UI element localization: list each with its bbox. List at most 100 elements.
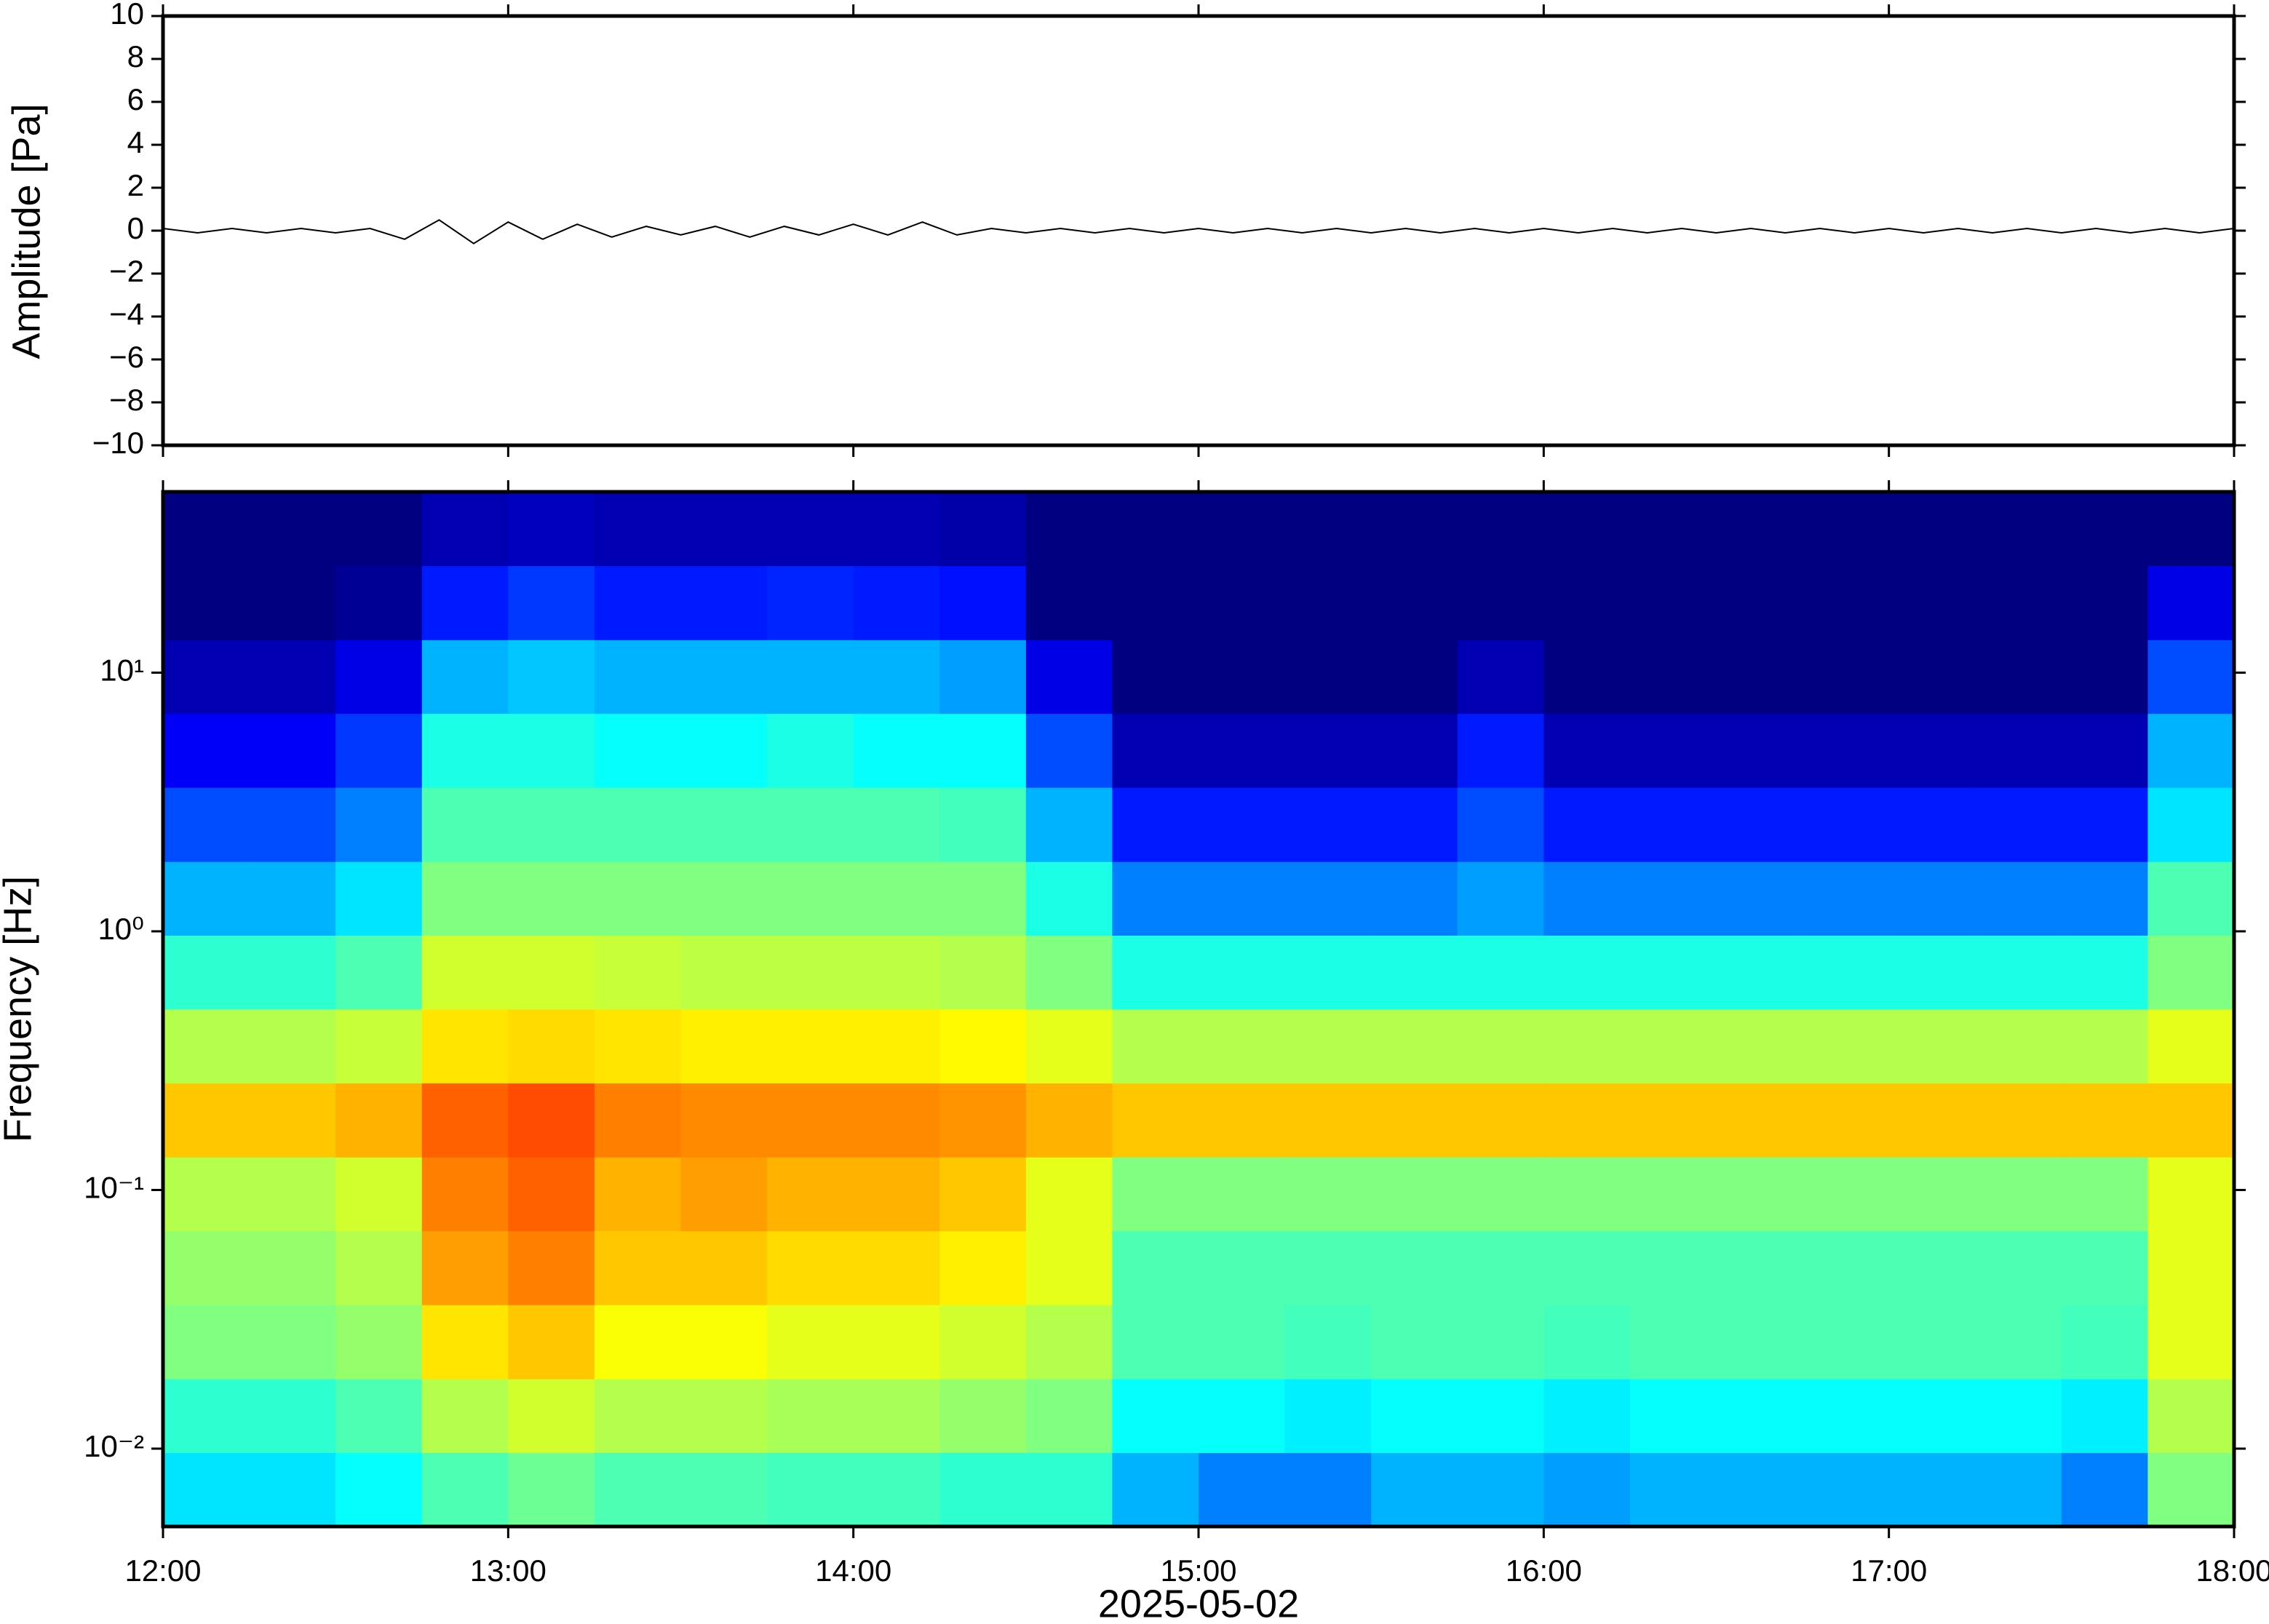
- x-tick-label: 17:00: [1851, 1553, 1927, 1588]
- cell: [1457, 1157, 1544, 1232]
- cell: [853, 787, 940, 862]
- cell: [1284, 565, 1372, 640]
- cell: [249, 1157, 336, 1232]
- plot-frame: [161, 14, 2236, 447]
- cell: [680, 861, 768, 936]
- cell: [767, 1379, 854, 1453]
- cell: [1025, 565, 1113, 640]
- cell: [1716, 1305, 1803, 1380]
- cell: [767, 492, 854, 567]
- cell: [2147, 1379, 2235, 1453]
- y-tick-label: 6: [127, 82, 144, 116]
- cell: [1716, 935, 1803, 1010]
- cell: [508, 1230, 595, 1305]
- cell: [1199, 1083, 1286, 1158]
- y-axis-label: Frequency [Hz]: [0, 876, 39, 1142]
- cell: [853, 1452, 940, 1527]
- cell: [767, 713, 854, 788]
- cell: [249, 935, 336, 1010]
- y-tick-label: 8: [127, 39, 144, 73]
- cell: [335, 565, 423, 640]
- cell: [939, 1379, 1027, 1453]
- cell: [1629, 861, 1717, 936]
- cell: [1543, 1009, 1631, 1084]
- cell: [1457, 1305, 1544, 1380]
- x-tick-label: 18:00: [2196, 1553, 2269, 1588]
- cell: [1199, 713, 1286, 788]
- cell: [1888, 1452, 1976, 1527]
- cell: [1457, 1452, 1544, 1527]
- cell: [335, 1009, 423, 1084]
- cell: [1888, 492, 1976, 567]
- cell: [2061, 492, 2148, 567]
- cell: [1803, 1083, 1890, 1158]
- cell: [421, 861, 509, 936]
- y-tick-label: 10¹: [100, 653, 144, 688]
- cell: [594, 565, 681, 640]
- cell: [1199, 1230, 1286, 1305]
- cell: [2061, 640, 2148, 715]
- y-tick-label: −6: [109, 340, 144, 374]
- cell: [421, 1452, 509, 1527]
- cell: [1803, 565, 1890, 640]
- cell: [1025, 1452, 1113, 1527]
- cell: [1803, 492, 1890, 567]
- cell: [1112, 1230, 1199, 1305]
- cell: [1112, 1379, 1199, 1453]
- cell: [1284, 1452, 1372, 1527]
- cell: [1457, 935, 1544, 1010]
- cell: [1975, 1305, 2062, 1380]
- cell: [1716, 492, 1803, 567]
- cell: [2061, 1230, 2148, 1305]
- cell: [1199, 787, 1286, 862]
- cell: [680, 1452, 768, 1527]
- cell: [680, 713, 768, 788]
- cell: [767, 1305, 854, 1380]
- cell: [1716, 1009, 1803, 1084]
- cell: [2061, 787, 2148, 862]
- cell: [1457, 492, 1544, 567]
- cell: [163, 1305, 250, 1380]
- cell: [939, 565, 1027, 640]
- cell: [2061, 935, 2148, 1010]
- cell: [1888, 565, 1976, 640]
- x-tick-label: 12:00: [124, 1553, 201, 1588]
- cell: [1025, 787, 1113, 862]
- cell: [1543, 1452, 1631, 1527]
- cell: [1112, 565, 1199, 640]
- cell: [1457, 1009, 1544, 1084]
- cell: [594, 1379, 681, 1453]
- cell: [2147, 787, 2235, 862]
- cell: [680, 1305, 768, 1380]
- cell: [680, 492, 768, 567]
- cell: [421, 492, 509, 567]
- cell: [1888, 1305, 1976, 1380]
- cell: [1199, 1009, 1286, 1084]
- cell: [421, 713, 509, 788]
- cell: [680, 787, 768, 862]
- cell: [1803, 861, 1890, 936]
- cell: [163, 1083, 250, 1158]
- cell: [1112, 1009, 1199, 1084]
- cell: [1199, 861, 1286, 936]
- y-tick-label: 10: [110, 0, 144, 31]
- cell: [2147, 1083, 2235, 1158]
- cell: [767, 565, 854, 640]
- cell: [2147, 1157, 2235, 1232]
- cell: [1371, 1452, 1458, 1527]
- cell: [1371, 1157, 1458, 1232]
- cell: [939, 1305, 1027, 1380]
- cell: [335, 1230, 423, 1305]
- cell: [1025, 492, 1113, 567]
- cell: [335, 1452, 423, 1527]
- cell: [767, 787, 854, 862]
- cell: [1457, 861, 1544, 936]
- cell: [1975, 492, 2062, 567]
- y-tick-label: −10: [92, 426, 144, 460]
- cell: [335, 640, 423, 715]
- cell: [163, 1009, 250, 1084]
- y-tick-label: 10⁻¹: [84, 1171, 144, 1205]
- cell: [508, 1157, 595, 1232]
- x-tick-label: 16:00: [1506, 1553, 1582, 1588]
